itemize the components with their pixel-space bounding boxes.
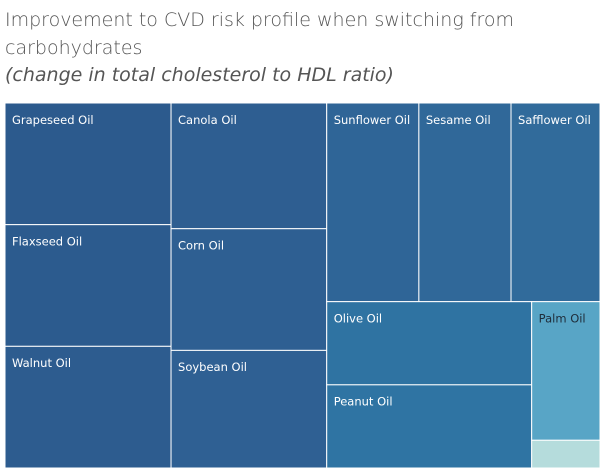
tile xyxy=(326,102,420,303)
tile-label: Sesame Oil xyxy=(426,113,491,127)
chart-title: Improvement to CVD risk profile when swi… xyxy=(5,9,514,59)
tile-label: Corn Oil xyxy=(178,239,224,253)
tile xyxy=(4,224,172,347)
tile-label: Grapeseed Oil xyxy=(12,113,94,127)
tile xyxy=(170,349,328,469)
tile-label: Canola Oil xyxy=(178,113,237,127)
tile xyxy=(170,228,328,351)
tile-label: Peanut Oil xyxy=(334,395,393,409)
tile-label: Soybean Oil xyxy=(178,360,247,374)
tile xyxy=(418,102,512,303)
tile xyxy=(4,345,172,469)
tile-label: Walnut Oil xyxy=(12,356,71,370)
tile xyxy=(531,439,601,469)
tile xyxy=(531,301,601,441)
tile-label: Sunflower Oil xyxy=(334,113,410,127)
tile-label: Olive Oil xyxy=(334,311,382,325)
tile xyxy=(326,301,533,386)
tile-label: Palm Oil xyxy=(539,311,586,325)
tile xyxy=(510,102,601,303)
tile-label: Safflower Oil xyxy=(518,113,591,127)
tile-label: Flaxseed Oil xyxy=(12,234,82,248)
tile xyxy=(4,102,172,226)
tile xyxy=(170,102,328,230)
chart-subtitle: (change in total cholesterol to HDL rati… xyxy=(5,64,394,86)
